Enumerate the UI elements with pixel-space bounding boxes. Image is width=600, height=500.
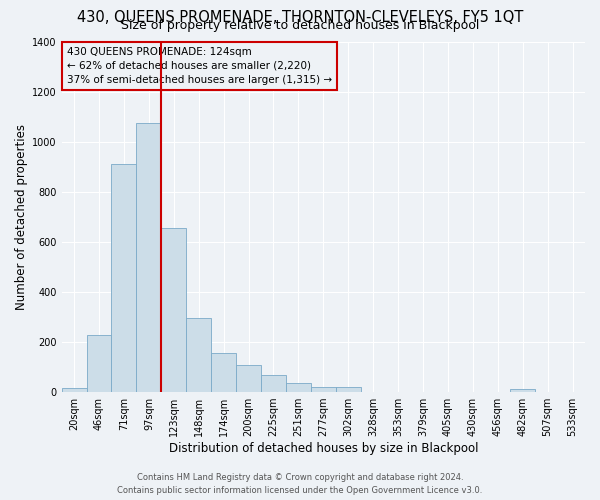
- Y-axis label: Number of detached properties: Number of detached properties: [15, 124, 28, 310]
- Bar: [211, 352, 236, 392]
- Bar: [510, 389, 535, 392]
- Bar: [161, 228, 186, 392]
- Text: 430 QUEENS PROMENADE: 124sqm
← 62% of detached houses are smaller (2,220)
37% of: 430 QUEENS PROMENADE: 124sqm ← 62% of de…: [67, 47, 332, 85]
- Bar: [62, 388, 86, 392]
- Bar: [86, 335, 112, 392]
- Bar: [261, 375, 286, 392]
- Bar: [136, 123, 161, 392]
- Text: 430, QUEENS PROMENADE, THORNTON-CLEVELEYS, FY5 1QT: 430, QUEENS PROMENADE, THORNTON-CLEVELEY…: [77, 10, 523, 25]
- Bar: [286, 382, 311, 392]
- Bar: [236, 365, 261, 392]
- Bar: [112, 164, 136, 392]
- Bar: [311, 386, 336, 392]
- Text: Contains HM Land Registry data © Crown copyright and database right 2024.
Contai: Contains HM Land Registry data © Crown c…: [118, 473, 482, 495]
- Bar: [336, 387, 361, 392]
- Bar: [186, 318, 211, 392]
- X-axis label: Distribution of detached houses by size in Blackpool: Distribution of detached houses by size …: [169, 442, 478, 455]
- Text: Size of property relative to detached houses in Blackpool: Size of property relative to detached ho…: [121, 19, 479, 32]
